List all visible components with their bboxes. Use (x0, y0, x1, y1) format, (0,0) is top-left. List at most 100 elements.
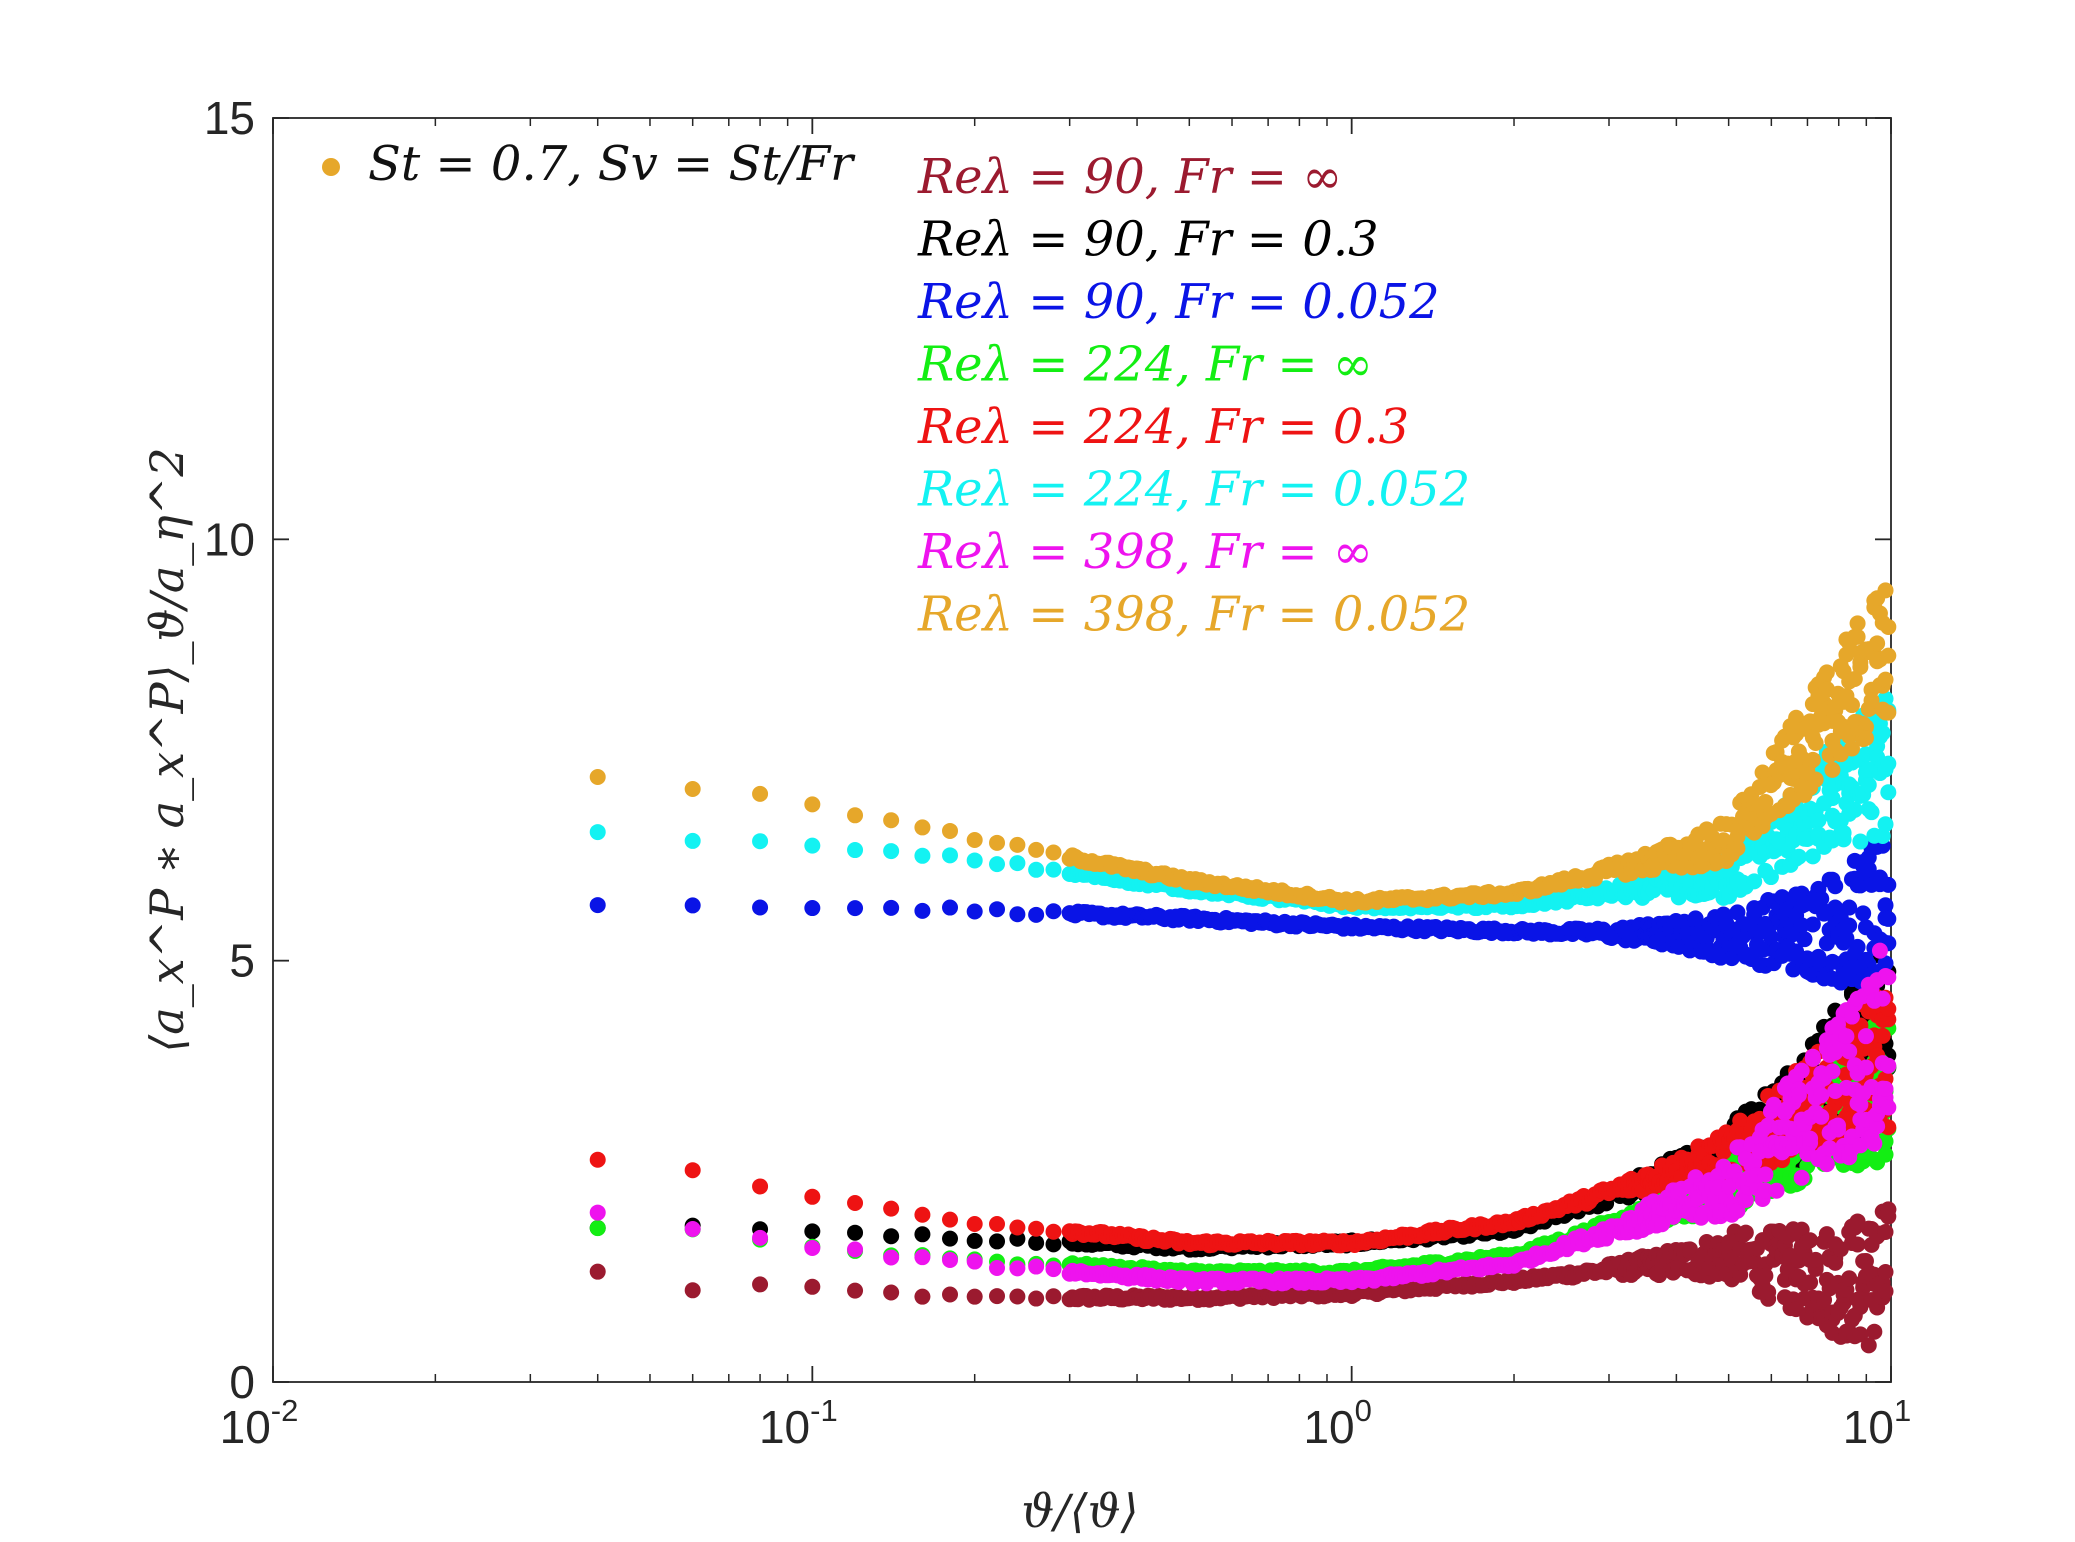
data-point (1810, 812, 1827, 829)
data-point (1762, 869, 1779, 886)
data-point (989, 901, 1006, 918)
data-point (752, 899, 769, 916)
data-point (914, 1206, 931, 1223)
data-point (1737, 1224, 1754, 1241)
data-point (1009, 906, 1026, 923)
data-point (1802, 1130, 1819, 1147)
data-point (1843, 697, 1860, 714)
data-point (1802, 1274, 1819, 1291)
data-point (1009, 836, 1026, 853)
y-tick-label: 0 (229, 1356, 255, 1408)
data-point (847, 807, 864, 824)
data-point (914, 819, 931, 836)
data-point (1824, 790, 1841, 807)
data-point (589, 1204, 606, 1221)
data-point (752, 1178, 769, 1195)
y-tick-labels: 0 5 10 15 (204, 92, 255, 1408)
data-point (1807, 1251, 1824, 1268)
data-point (1880, 755, 1897, 772)
data-point (1871, 942, 1888, 959)
data-point (804, 1223, 821, 1240)
data-point (1860, 860, 1877, 877)
data-point (1830, 1117, 1847, 1134)
data-point (847, 1282, 864, 1299)
data-point (1880, 647, 1897, 664)
data-point (1028, 841, 1045, 858)
data-point (1804, 1050, 1821, 1067)
data-point (589, 897, 606, 914)
data-point (1028, 1290, 1045, 1307)
data-point (1835, 824, 1852, 841)
data-point (847, 1224, 864, 1241)
data-point (914, 902, 931, 919)
data-point (1880, 618, 1897, 635)
data-point (1880, 876, 1897, 893)
data-point (1045, 1261, 1062, 1278)
data-point (1045, 844, 1062, 861)
data-point (1765, 1096, 1782, 1113)
data-point (1009, 1219, 1026, 1236)
x-tick-label: 10-1 (759, 1393, 838, 1453)
legend: Reλ = 90, Fr = ∞ Reλ = 90, Fr = 0.3 Reλ = … (917, 149, 1470, 643)
data-point (1877, 671, 1894, 688)
data-point (1877, 897, 1894, 914)
data-point (1028, 1220, 1045, 1237)
data-point (966, 1288, 983, 1305)
data-point (883, 1249, 900, 1266)
data-point (752, 785, 769, 802)
data-point (1874, 724, 1891, 741)
data-point (1877, 1080, 1894, 1097)
data-point (1841, 899, 1858, 916)
data-point (1843, 740, 1860, 757)
data-point (883, 843, 900, 860)
data-point (1852, 833, 1869, 850)
data-point (914, 1249, 931, 1266)
data-point (1863, 804, 1880, 821)
data-point (989, 1260, 1006, 1277)
data-point (1028, 906, 1045, 923)
data-point (1045, 861, 1062, 878)
data-point (1760, 1284, 1777, 1301)
legend-entry: Reλ = 398, Fr = 0.052 (917, 587, 1470, 643)
data-point (966, 1232, 983, 1249)
data-point (847, 1194, 864, 1211)
data-points (589, 582, 1897, 1354)
data-point (966, 1215, 983, 1232)
y-tick-label: 5 (229, 935, 255, 987)
data-point (942, 847, 959, 864)
y-axis-label: ⟨a_x^P ∗ a_x^P⟩_ϑ/a_η^2 (140, 447, 194, 1052)
data-point (1746, 873, 1763, 890)
data-point (1045, 903, 1062, 920)
data-point (1818, 1156, 1835, 1173)
data-point (883, 1228, 900, 1245)
data-point (1813, 1087, 1830, 1104)
data-point (847, 842, 864, 859)
data-point (1880, 1099, 1897, 1116)
data-point (1877, 816, 1894, 833)
data-point (1045, 1288, 1062, 1305)
data-point (589, 769, 606, 786)
data-point (1813, 890, 1830, 907)
data-point (1838, 930, 1855, 947)
data-point (1855, 905, 1872, 922)
legend-entry: Reλ = 224, Fr = 0.3 (917, 399, 1409, 455)
data-point (804, 796, 821, 813)
data-point (1729, 840, 1746, 857)
data-point (1877, 1283, 1894, 1300)
data-point (989, 1233, 1006, 1250)
data-point (752, 1229, 769, 1246)
data-point (1045, 1236, 1062, 1253)
data-point (942, 1252, 959, 1269)
data-point (1838, 1028, 1855, 1045)
legend-entry: Reλ = 224, Fr = 0.052 (917, 462, 1470, 518)
data-point (1877, 582, 1894, 599)
legend-entry: Reλ = 90, Fr = 0.052 (917, 274, 1440, 330)
data-point (1849, 615, 1866, 632)
data-point (942, 899, 959, 916)
data-point (589, 1220, 606, 1237)
data-point (1768, 1182, 1785, 1199)
data-point (1849, 628, 1866, 645)
data-point (1737, 1192, 1754, 1209)
data-point (966, 832, 983, 849)
plot-area (272, 117, 1892, 1383)
